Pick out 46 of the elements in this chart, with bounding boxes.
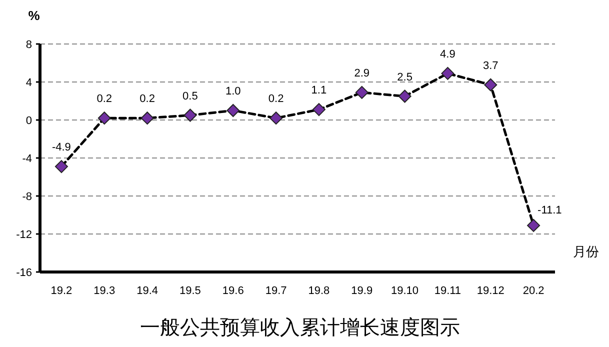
y-tick-label: -4 xyxy=(22,153,32,165)
x-tick-label: 19.8 xyxy=(308,285,330,297)
x-tick-label: 19.10 xyxy=(391,285,419,297)
y-tick-label: -16 xyxy=(16,267,32,279)
point xyxy=(312,103,326,116)
x-tick-label: 19.2 xyxy=(50,285,72,297)
data-label: 1.1 xyxy=(311,84,327,97)
point xyxy=(54,160,68,174)
data-label: 4.9 xyxy=(440,48,456,60)
x-tick-label: 20.2 xyxy=(522,285,544,297)
data-label: 1.0 xyxy=(225,86,241,98)
point xyxy=(140,112,154,125)
data-label: 0.2 xyxy=(140,93,155,106)
point xyxy=(398,90,412,103)
data-label: 0.2 xyxy=(268,93,284,106)
point xyxy=(98,112,111,125)
x-tick-label: 19.6 xyxy=(222,285,244,297)
data-label: 0.5 xyxy=(182,90,198,102)
point xyxy=(484,78,498,92)
text: 一般公共预算收入累计增长速度图示 xyxy=(140,317,460,339)
point xyxy=(527,218,540,232)
x-tick-label: 19.5 xyxy=(179,285,201,297)
x-tick-label: 19.11 xyxy=(434,285,462,297)
x-tick-label: 19.9 xyxy=(351,285,373,297)
y-axis-title: % xyxy=(28,8,40,23)
point xyxy=(226,104,240,117)
y-tick-label: -8 xyxy=(22,191,32,203)
data-label: -4.9 xyxy=(52,142,71,154)
y-tick-label: -12 xyxy=(16,229,32,241)
x-tick-label: 19.3 xyxy=(94,285,116,297)
data-label: 2.5 xyxy=(397,71,412,84)
y-tick-label: 4 xyxy=(26,77,32,89)
data-label: 3.7 xyxy=(482,60,498,72)
point xyxy=(184,108,197,122)
y-tick-label: 0 xyxy=(26,115,32,127)
x-tick-label: 19.4 xyxy=(136,285,158,297)
x-tick-label: 19.12 xyxy=(476,285,504,297)
point xyxy=(355,86,368,99)
data-label: -11.1 xyxy=(538,204,562,216)
data-label: 0.2 xyxy=(96,93,112,106)
x-axis-title: 月份 xyxy=(573,244,599,259)
point xyxy=(441,66,454,80)
data-label: 2.9 xyxy=(354,67,370,80)
x-tick-label: 19.7 xyxy=(265,285,287,297)
point xyxy=(270,112,283,125)
y-tick-label: 8 xyxy=(26,39,32,51)
